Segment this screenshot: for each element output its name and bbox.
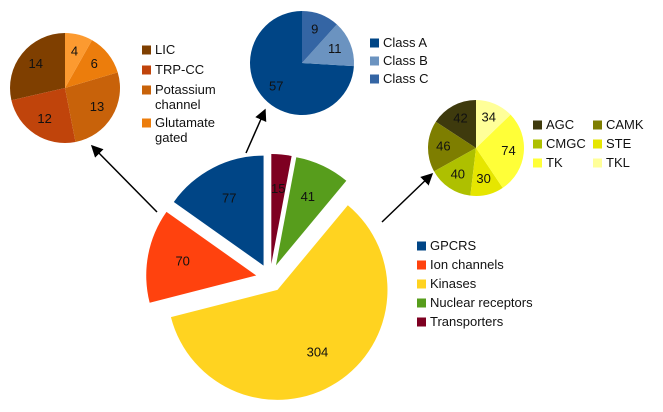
legend-swatch — [533, 158, 542, 168]
legend-item: Ion channels — [430, 257, 504, 272]
legend-item: AGC — [546, 117, 575, 132]
pie-slice — [250, 11, 354, 115]
legend-item: TK — [546, 155, 563, 170]
slice-label: 46 — [436, 138, 450, 153]
legend-item: Kinases — [430, 276, 477, 291]
slice-label: 77 — [222, 191, 236, 206]
pie-slice — [435, 100, 476, 148]
slice-label: 15 — [271, 181, 285, 196]
legend-swatch — [370, 38, 379, 48]
legend-label: STE — [606, 136, 632, 151]
slice-label: 9 — [311, 21, 318, 36]
pie-slice — [434, 148, 476, 196]
legend-item: LIC — [155, 42, 176, 57]
slice-label: 304 — [307, 344, 329, 359]
legend-label: Class A — [383, 35, 428, 50]
slice-label: 13 — [90, 99, 104, 114]
slice-label: 41 — [301, 189, 315, 204]
legend-swatch — [370, 74, 379, 84]
pie-slice — [476, 114, 524, 188]
legend-item: TRP-CC — [155, 62, 205, 77]
legend-item: GPCRS — [430, 238, 477, 253]
legend-swatch — [417, 298, 426, 308]
legend-label: Ion channels — [430, 257, 504, 272]
legend-swatch — [417, 317, 426, 327]
pie-slice — [146, 211, 257, 303]
slice-label: 30 — [476, 171, 490, 186]
arrow — [245, 108, 267, 154]
slice-label: 11 — [328, 41, 342, 56]
pie-slice — [9, 33, 66, 101]
legend-item: CAMK — [606, 117, 644, 132]
legend-item: Class B — [383, 53, 428, 68]
legend-item: Nuclear receptors — [430, 295, 533, 310]
pie-slice — [302, 24, 354, 67]
legend-label: AGC — [546, 117, 575, 132]
slice-label: 14 — [29, 56, 43, 71]
legend-label: Glutamate gated — [155, 115, 215, 145]
legend-label: LIC — [155, 42, 176, 57]
legend-label: Nuclear receptors — [430, 295, 533, 310]
legend-swatch — [533, 139, 542, 149]
slice-label: 42 — [453, 111, 467, 126]
legend-label: TK — [546, 155, 563, 170]
legend-item: CMGC — [546, 136, 586, 151]
pie-slice — [65, 72, 120, 142]
pie-slice — [275, 157, 347, 266]
slice-label: 6 — [91, 56, 98, 71]
legend-swatch — [142, 65, 151, 75]
legend-label: Class C — [383, 71, 429, 86]
legend-swatch — [593, 120, 602, 130]
legend-swatch — [142, 85, 151, 95]
slice-label: 34 — [482, 109, 496, 124]
pie-slice — [170, 205, 388, 400]
pie-slice — [271, 154, 292, 265]
legend-label: TKL — [606, 155, 630, 170]
slice-label: 57 — [269, 79, 283, 94]
pie-slice — [428, 121, 476, 172]
pie-slice — [65, 33, 92, 88]
legend-label: Transporters — [430, 314, 504, 329]
slice-label: 4 — [71, 43, 78, 58]
legend-label: Class B — [383, 53, 428, 68]
legend-swatch — [370, 56, 379, 66]
pie-slice — [11, 88, 76, 143]
legend-item: Class C — [383, 71, 429, 86]
pie-slice — [302, 11, 337, 63]
legend-label: CAMK — [606, 117, 644, 132]
legend-swatch — [142, 118, 151, 128]
legend-item: TKL — [606, 155, 630, 170]
legend-label: CMGC — [546, 136, 586, 151]
legend-swatch — [417, 241, 426, 251]
legend-item: STE — [606, 136, 632, 151]
slice-label: 70 — [175, 253, 189, 268]
legend-label: GPCRS — [430, 238, 477, 253]
pie-slice — [476, 100, 511, 148]
legend-swatch — [417, 279, 426, 289]
arrow — [381, 172, 434, 223]
legend-label: Kinases — [430, 276, 477, 291]
legend-item: Transporters — [430, 314, 504, 329]
legend-swatch — [593, 158, 602, 168]
pie-slice — [470, 148, 503, 196]
pie-slice — [173, 155, 264, 266]
legend-item: Class A — [383, 35, 428, 50]
legend-swatch — [593, 139, 602, 149]
legend-swatch — [142, 45, 151, 55]
legend-label: Potassium channel — [155, 82, 216, 112]
slice-label: 74 — [501, 143, 515, 158]
legend-swatch — [417, 260, 426, 270]
legend-swatch — [533, 120, 542, 130]
slice-label: 12 — [37, 111, 51, 126]
arrow — [90, 144, 158, 213]
slice-label: 40 — [451, 167, 465, 182]
legend-item: Potassium channel — [155, 82, 216, 112]
legend-item: Glutamate gated — [155, 115, 215, 145]
pie-slice — [65, 40, 118, 88]
legend-label: TRP-CC — [155, 62, 205, 77]
